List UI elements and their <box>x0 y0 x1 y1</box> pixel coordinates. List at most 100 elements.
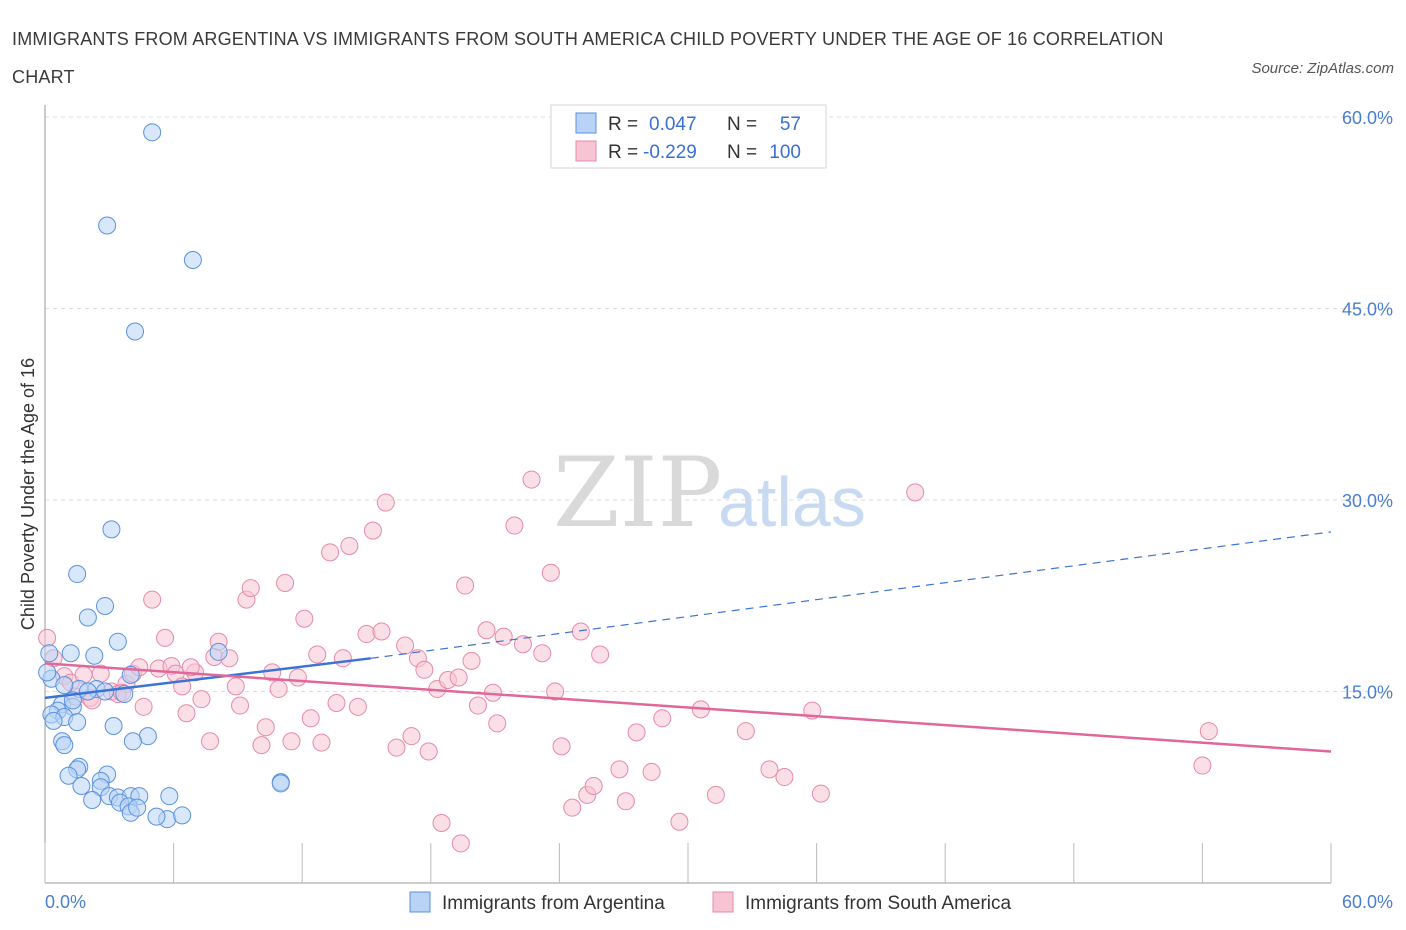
point-south-america <box>333 649 352 668</box>
legend-n-value-1: 57 <box>780 114 801 135</box>
point-south-america <box>653 709 672 728</box>
watermark-atlas: atlas <box>718 463 866 541</box>
point-south-america <box>533 644 552 663</box>
point-argentina <box>61 644 80 663</box>
point-south-america <box>396 636 415 655</box>
point-south-america <box>513 635 532 654</box>
point-south-america <box>177 704 196 723</box>
watermark-zip: ZIP <box>553 437 722 549</box>
chart-source: Source: ZipAtlas.com <box>1251 60 1394 77</box>
point-argentina <box>126 322 145 341</box>
point-south-america <box>505 516 524 535</box>
point-argentina <box>209 642 228 661</box>
point-south-america <box>591 645 610 664</box>
point-south-america <box>468 696 487 715</box>
point-south-america <box>387 738 406 757</box>
point-south-america <box>760 760 779 779</box>
point-south-america <box>627 723 646 742</box>
point-argentina <box>143 123 162 142</box>
point-south-america <box>231 696 250 715</box>
trend-line-argentina <box>44 657 371 700</box>
point-south-america <box>775 768 794 787</box>
point-argentina <box>59 766 78 785</box>
point-argentina <box>44 711 63 730</box>
point-argentina <box>78 608 97 627</box>
correlation-legend: R = 0.047 N = 57 R = -0.229 N = 100 <box>550 104 827 169</box>
point-south-america <box>226 677 245 696</box>
point-south-america <box>252 736 271 755</box>
y-tick-label: 60.0% <box>1342 108 1393 128</box>
point-south-america <box>419 742 438 761</box>
point-south-america <box>376 493 395 512</box>
legend-r-label-1: R = <box>608 114 638 135</box>
point-south-america <box>571 622 590 641</box>
point-south-america <box>494 627 513 646</box>
point-south-america <box>156 628 175 647</box>
point-south-america <box>462 651 481 670</box>
point-argentina <box>40 644 59 663</box>
point-south-america <box>256 718 275 737</box>
point-south-america <box>906 483 925 502</box>
point-argentina <box>72 776 91 795</box>
point-argentina <box>160 787 179 806</box>
point-south-america <box>552 737 571 756</box>
legend-r-value-1: 0.047 <box>649 114 697 135</box>
legend-box <box>550 104 827 169</box>
point-south-america <box>522 470 541 489</box>
point-south-america <box>282 732 301 751</box>
point-south-america <box>295 609 314 628</box>
point-argentina <box>128 798 147 817</box>
series-legend-swatch-south-america <box>712 891 734 913</box>
legend-n-label-1: N = <box>727 114 757 135</box>
point-argentina <box>83 791 102 810</box>
point-argentina <box>98 216 117 235</box>
point-south-america <box>38 628 57 647</box>
point-south-america <box>192 690 211 709</box>
point-argentina <box>96 596 115 615</box>
point-argentina <box>38 663 57 682</box>
legend-r-label-2: R = <box>608 142 638 163</box>
legend-swatch-south-america <box>575 140 597 162</box>
legend-n-value-2: 100 <box>769 142 801 163</box>
point-south-america <box>456 576 475 595</box>
point-south-america <box>363 521 382 540</box>
point-south-america <box>241 579 260 598</box>
y-tick-label: 15.0% <box>1342 683 1393 703</box>
legend-r-value-2: -0.229 <box>643 142 697 163</box>
point-south-america <box>642 762 661 781</box>
point-argentina <box>85 646 104 665</box>
point-south-america <box>610 760 629 779</box>
point-south-america <box>477 621 496 640</box>
trend-line-south-america <box>44 662 1332 753</box>
point-south-america <box>340 536 359 555</box>
point-south-america <box>488 714 507 733</box>
point-south-america <box>706 785 725 804</box>
point-south-america <box>348 697 367 716</box>
point-south-america <box>143 590 162 609</box>
y-axis-label: Child Poverty Under the Age of 16 <box>18 358 38 630</box>
chart-title: IMMIGRANTS FROM ARGENTINA VS IMMIGRANTS … <box>12 29 1164 87</box>
point-south-america <box>276 573 295 592</box>
point-south-america <box>201 732 220 751</box>
points-argentina <box>38 123 290 829</box>
point-south-america <box>449 668 468 687</box>
legend-n-label-2: N = <box>727 142 757 163</box>
legend-swatch-argentina <box>575 112 597 134</box>
series-legend: Immigrants from Argentina Immigrants fro… <box>409 891 1012 914</box>
point-south-america <box>134 697 153 716</box>
trend-line-argentina-extrapolated <box>370 531 1332 659</box>
point-argentina <box>55 676 74 695</box>
y-tick-label: 45.0% <box>1342 300 1393 320</box>
point-south-america <box>1199 722 1218 741</box>
series-legend-label-south-america: Immigrants from South America <box>745 893 1012 914</box>
point-south-america <box>432 813 451 832</box>
series-legend-swatch-argentina <box>409 891 431 913</box>
x-tick-label-min: 0.0% <box>45 892 86 912</box>
y-tick-label: 30.0% <box>1342 491 1393 511</box>
point-south-america <box>301 709 320 728</box>
point-argentina <box>108 632 127 651</box>
point-south-america <box>546 682 565 701</box>
point-south-america <box>327 693 346 712</box>
point-south-america <box>402 727 421 746</box>
point-south-america <box>181 658 200 677</box>
